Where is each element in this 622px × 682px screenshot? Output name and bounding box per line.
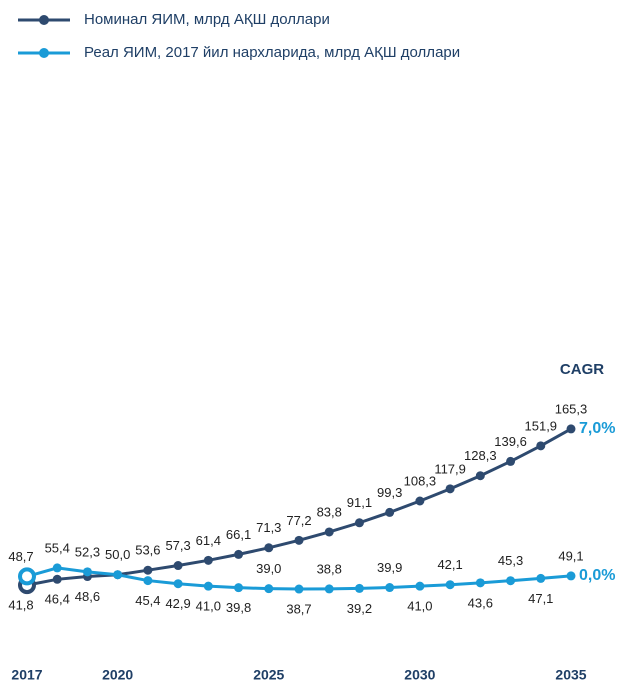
data-label: 48,7: [8, 549, 33, 564]
point: [173, 561, 183, 571]
point: [324, 584, 334, 594]
data-label: 39,2: [347, 601, 372, 616]
point: [354, 583, 364, 593]
point: [82, 567, 92, 577]
point: [475, 578, 485, 588]
data-label: 45,4: [135, 593, 160, 608]
point: [52, 574, 62, 584]
point: [445, 484, 455, 494]
data-label: 66,1: [226, 527, 251, 542]
x-tick-label: 2030: [404, 667, 435, 682]
point: [324, 527, 334, 537]
data-label: 61,4: [196, 533, 221, 548]
x-tick-label: 2020: [102, 667, 133, 682]
point: [385, 583, 395, 593]
data-label: 45,3: [498, 553, 523, 568]
point: [566, 571, 576, 581]
data-label: 165,3: [555, 401, 588, 416]
point: [203, 555, 213, 565]
x-tick-label: 2035: [555, 667, 586, 682]
point: [415, 496, 425, 506]
point: [143, 565, 153, 575]
data-label: 41,0: [407, 599, 432, 614]
point: [113, 570, 123, 580]
point: [566, 424, 576, 434]
data-label: 38,7: [286, 601, 311, 616]
data-label: 99,3: [377, 485, 402, 500]
point: [506, 456, 516, 466]
data-label: 39,8: [226, 600, 251, 615]
point: [506, 576, 516, 586]
point: [294, 535, 304, 545]
point: [18, 567, 36, 586]
point: [264, 543, 274, 553]
point: [385, 507, 395, 517]
data-label: 41,8: [8, 598, 33, 613]
x-tick-label: 2025: [253, 667, 284, 682]
data-label: 48,6: [75, 589, 100, 604]
point: [173, 579, 183, 589]
point: [475, 471, 485, 481]
data-label: 38,8: [317, 561, 342, 576]
point: [294, 584, 304, 594]
data-label: 117,9: [434, 461, 466, 476]
legend-marker: [39, 48, 49, 58]
data-label: 42,1: [437, 557, 462, 572]
data-label: 83,8: [317, 504, 342, 519]
point: [415, 581, 425, 591]
data-label: 55,4: [45, 540, 70, 555]
cagr-label: 0,0%: [579, 567, 615, 584]
legend-label: Номинал ЯИМ, млрд АҚШ доллари: [84, 11, 330, 28]
point: [143, 576, 153, 586]
data-label: 50,0: [105, 547, 130, 562]
point: [203, 581, 213, 591]
data-label: 77,2: [286, 513, 311, 528]
point: [264, 584, 274, 594]
cagr-title: CAGR: [560, 361, 604, 378]
point: [52, 563, 62, 573]
data-label: 151,9: [525, 418, 558, 433]
data-label: 39,0: [256, 561, 281, 576]
data-label: 57,3: [165, 538, 190, 553]
legend-label: Реал ЯИМ, 2017 йил нархларида, млрд АҚШ …: [84, 44, 460, 61]
point: [234, 549, 244, 559]
data-label: 139,6: [494, 434, 527, 449]
point: [354, 518, 364, 528]
data-label: 91,1: [347, 495, 372, 510]
data-label: 108,3: [404, 473, 437, 488]
data-label: 39,9: [377, 560, 402, 575]
data-label: 53,6: [135, 543, 160, 558]
data-label: 49,1: [558, 548, 583, 563]
point: [536, 441, 546, 451]
data-label: 41,0: [196, 599, 221, 614]
data-label: 42,9: [165, 596, 190, 611]
point: [536, 573, 546, 583]
legend-marker: [39, 15, 49, 25]
data-label: 47,1: [528, 591, 553, 606]
data-label: 52,3: [75, 544, 100, 559]
cagr-label: 7,0%: [579, 420, 615, 437]
data-label: 46,4: [45, 592, 70, 607]
point: [234, 583, 244, 593]
point: [445, 580, 455, 590]
x-tick-label: 2017: [11, 667, 42, 682]
data-label: 71,3: [256, 520, 281, 535]
data-label: 128,3: [464, 448, 497, 463]
data-label: 43,6: [468, 595, 493, 610]
